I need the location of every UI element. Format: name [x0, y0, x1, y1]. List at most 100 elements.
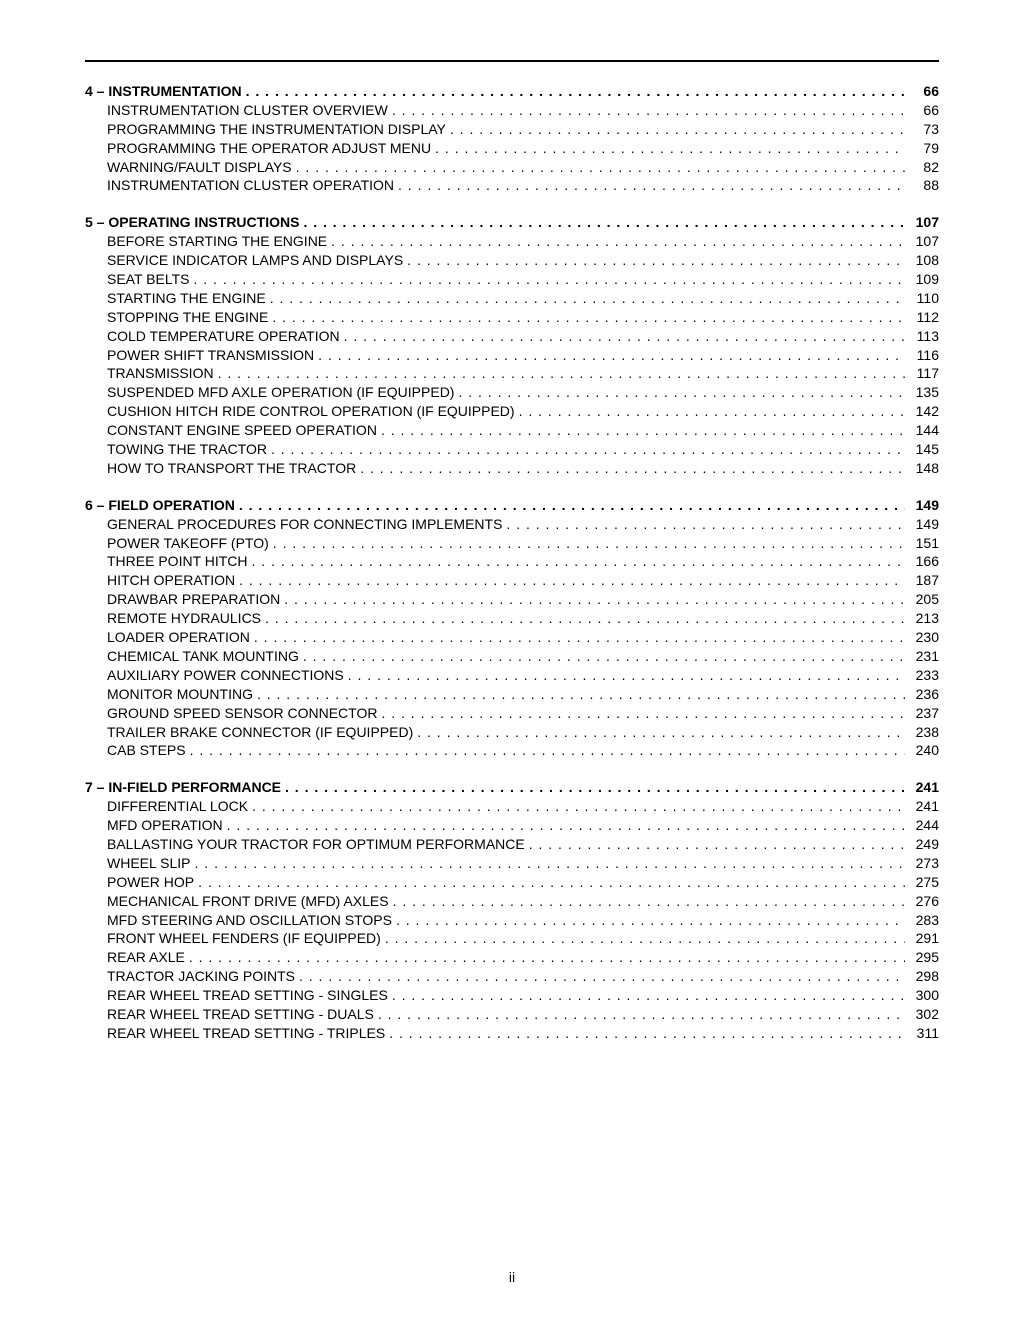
toc-leader-dots	[398, 176, 905, 195]
toc-item-page: 276	[909, 892, 939, 911]
toc-item-label: SEAT BELTS	[107, 270, 189, 289]
toc-item-page: 249	[909, 835, 939, 854]
toc-section: 4 – INSTRUMENTATION66INSTRUMENTATION CLU…	[85, 82, 939, 195]
toc-item-label: HOW TO TRANSPORT THE TRACTOR	[107, 459, 356, 478]
toc-leader-dots	[303, 647, 905, 666]
toc-item: BALLASTING YOUR TRACTOR FOR OPTIMUM PERF…	[85, 835, 939, 854]
toc-item-label: MONITOR MOUNTING	[107, 685, 253, 704]
toc-item: TRANSMISSION 117	[85, 364, 939, 383]
toc-leader-dots	[239, 496, 905, 515]
toc-leader-dots	[193, 270, 905, 289]
toc-item-page: 116	[909, 346, 939, 365]
toc-item-page: 205	[909, 590, 939, 609]
toc-item-page: 82	[909, 158, 939, 177]
toc-item-page: 166	[909, 552, 939, 571]
toc-section-page: 149	[909, 496, 939, 515]
toc-section: 7 – IN-FIELD PERFORMANCE241DIFFERENTIAL …	[85, 778, 939, 1042]
toc-section-header: 6 – FIELD OPERATION149	[85, 496, 939, 515]
toc-leader-dots	[285, 778, 905, 797]
toc-item-page: 291	[909, 929, 939, 948]
toc-item: INSTRUMENTATION CLUSTER OPERATION88	[85, 176, 939, 195]
toc-item-label: WHEEL SLIP	[107, 854, 191, 873]
toc-item-label: DRAWBAR PREPARATION	[107, 590, 280, 609]
toc-item-page: 233	[909, 666, 939, 685]
toc-section-title: 5 – OPERATING INSTRUCTIONS	[85, 213, 299, 232]
toc-section-header: 4 – INSTRUMENTATION66	[85, 82, 939, 101]
toc-item-page: 275	[909, 873, 939, 892]
toc-item-label: POWER TAKEOFF (PTO)	[107, 534, 269, 553]
toc-leader-dots	[396, 911, 905, 930]
toc-leader-dots	[331, 232, 905, 251]
toc-leader-dots	[252, 552, 905, 571]
toc-item-label: TRACTOR JACKING POINTS	[107, 967, 295, 986]
toc-item-label: PROGRAMMING THE INSTRUMENTATION DISPLAY	[107, 120, 446, 139]
toc-item: MONITOR MOUNTING 236	[85, 685, 939, 704]
toc-section: 6 – FIELD OPERATION149GENERAL PROCEDURES…	[85, 496, 939, 760]
toc-item: POWER SHIFT TRANSMISSION 116	[85, 346, 939, 365]
toc-item-page: 73	[909, 120, 939, 139]
toc-item-label: STARTING THE ENGINE	[107, 289, 266, 308]
toc-item-page: 236	[909, 685, 939, 704]
toc-leader-dots	[385, 929, 905, 948]
toc-item-page: 311	[909, 1024, 939, 1043]
toc-item: HITCH OPERATION187	[85, 571, 939, 590]
toc-item-page: 66	[909, 101, 939, 120]
toc-item: SEAT BELTS109	[85, 270, 939, 289]
toc-item: HOW TO TRANSPORT THE TRACTOR 148	[85, 459, 939, 478]
toc-item-page: 300	[909, 986, 939, 1005]
toc-item-page: 148	[909, 459, 939, 478]
toc-item: CUSHION HITCH RIDE CONTROL OPERATION (IF…	[85, 402, 939, 421]
toc-leader-dots	[506, 515, 905, 534]
toc-item-label: CHEMICAL TANK MOUNTING	[107, 647, 299, 666]
toc-item-label: CUSHION HITCH RIDE CONTROL OPERATION (IF…	[107, 402, 515, 421]
toc-item: TRACTOR JACKING POINTS298	[85, 967, 939, 986]
toc-item-page: 149	[909, 515, 939, 534]
toc-leader-dots	[389, 1024, 905, 1043]
toc-item: PROGRAMMING THE INSTRUMENTATION DISPLAY 7…	[85, 120, 939, 139]
toc-item-label: BEFORE STARTING THE ENGINE	[107, 232, 327, 251]
toc-item-label: THREE POINT HITCH	[107, 552, 248, 571]
toc-item: REAR WHEEL TREAD SETTING - TRIPLES311	[85, 1024, 939, 1043]
toc-item-label: BALLASTING YOUR TRACTOR FOR OPTIMUM PERF…	[107, 835, 525, 854]
toc-item-page: 117	[909, 364, 939, 383]
toc-leader-dots	[450, 120, 905, 139]
toc-item-label: CAB STEPS	[107, 741, 186, 760]
toc-leader-dots	[239, 571, 905, 590]
toc-leader-dots	[381, 704, 905, 723]
toc-item-page: 108	[909, 251, 939, 270]
toc-item: LOADER OPERATION230	[85, 628, 939, 647]
toc-leader-dots	[344, 327, 905, 346]
toc-leader-dots	[299, 967, 905, 986]
toc-item: POWER TAKEOFF (PTO)151	[85, 534, 939, 553]
toc-item: WARNING/FAULT DISPLAYS 82	[85, 158, 939, 177]
toc-item-page: 231	[909, 647, 939, 666]
toc-leader-dots	[378, 1005, 905, 1024]
toc-leader-dots	[227, 816, 905, 835]
toc-item-label: TOWING THE TRACTOR	[107, 440, 267, 459]
toc-item-label: TRANSMISSION	[107, 364, 214, 383]
toc-item-label: INSTRUMENTATION CLUSTER OVERVIEW	[107, 101, 388, 120]
toc-item: REAR WHEEL TREAD SETTING - DUALS302	[85, 1005, 939, 1024]
toc-leader-dots	[218, 364, 905, 383]
toc-item-page: 213	[909, 609, 939, 628]
toc-leader-dots	[392, 986, 905, 1005]
toc-item-label: POWER SHIFT TRANSMISSION	[107, 346, 314, 365]
toc-leader-dots	[519, 402, 905, 421]
toc-leader-dots	[393, 892, 905, 911]
page-number: ii	[509, 1269, 515, 1285]
toc-section-title: 4 – INSTRUMENTATION	[85, 82, 242, 101]
toc-leader-dots	[303, 213, 905, 232]
toc-leader-dots	[270, 289, 905, 308]
toc-section-page: 107	[909, 213, 939, 232]
page-number-footer: ii	[0, 1269, 1024, 1285]
toc-item: POWER HOP275	[85, 873, 939, 892]
toc-item-label: WARNING/FAULT DISPLAYS	[107, 158, 292, 177]
toc-item-page: 241	[909, 797, 939, 816]
toc-leader-dots	[360, 459, 905, 478]
toc-item: WHEEL SLIP273	[85, 854, 939, 873]
toc-item: DIFFERENTIAL LOCK241	[85, 797, 939, 816]
toc-item-label: GENERAL PROCEDURES FOR CONNECTING IMPLEM…	[107, 515, 502, 534]
toc-item: SUSPENDED MFD AXLE OPERATION (IF EQUIPPE…	[85, 383, 939, 402]
toc-item: FRONT WHEEL FENDERS (IF EQUIPPED)291	[85, 929, 939, 948]
toc-item-page: 79	[909, 139, 939, 158]
